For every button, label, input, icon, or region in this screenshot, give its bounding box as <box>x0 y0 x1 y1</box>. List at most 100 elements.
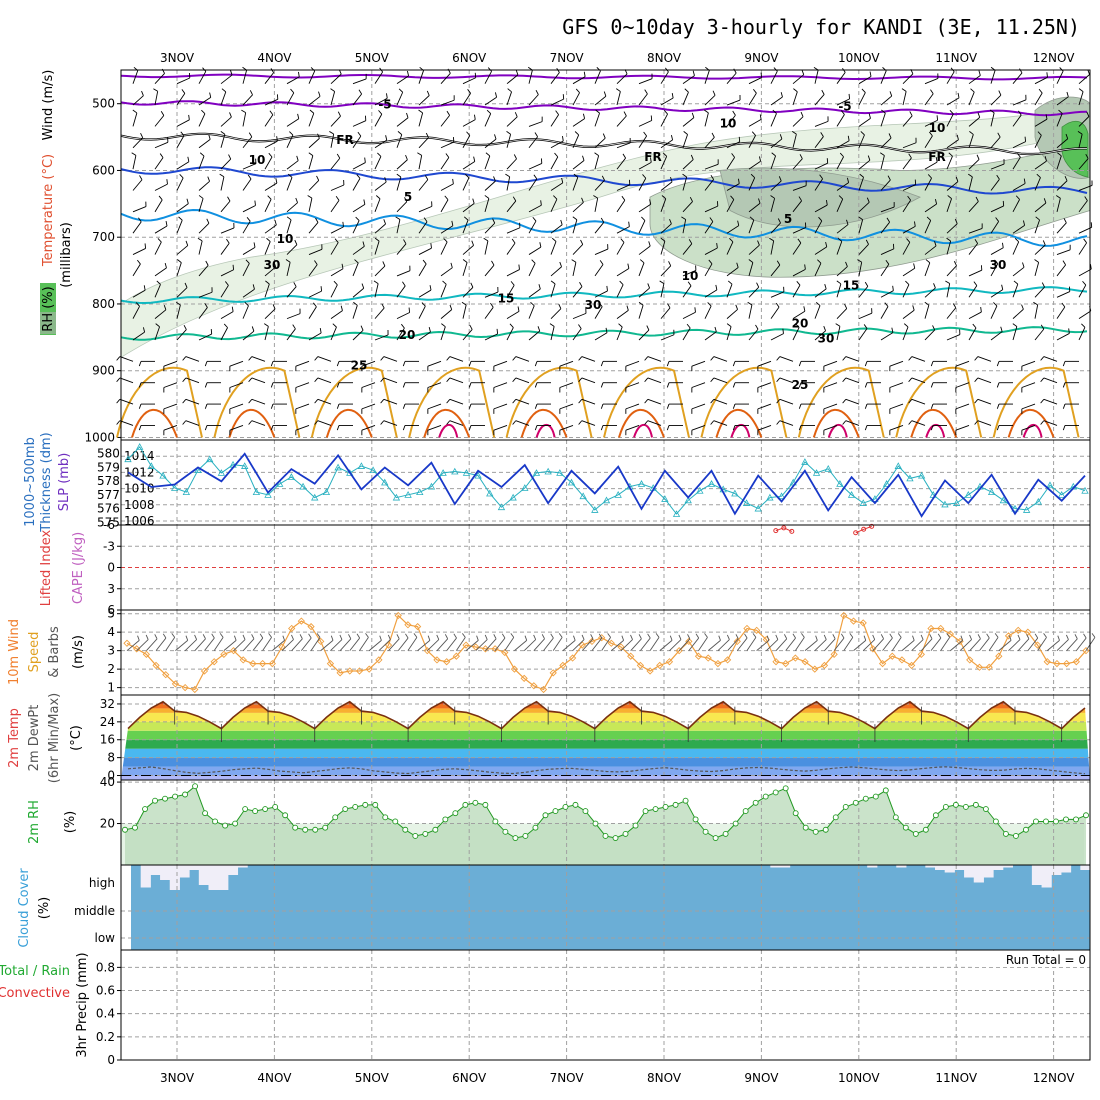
wind-barb-flag <box>908 377 913 383</box>
wind-barb <box>308 96 321 106</box>
wind-barb <box>858 118 871 127</box>
wind-barb <box>998 640 1012 651</box>
wind-speed-point <box>520 674 528 683</box>
wind-barb-flag <box>934 199 938 205</box>
wind-barb <box>378 639 391 651</box>
wind-barb-flag <box>336 361 340 367</box>
wind-barb <box>1078 310 1091 320</box>
wind-barb-flag <box>600 403 604 409</box>
thickness-point <box>591 506 599 513</box>
wind-barb-flag <box>901 88 907 92</box>
wind-barb-flag <box>976 154 980 160</box>
wind-barb <box>154 267 167 277</box>
thickness-point <box>346 469 354 476</box>
wind-barb-flag <box>381 303 385 309</box>
wind-barb-flag <box>1026 634 1030 639</box>
cloud-high-gap <box>160 865 171 880</box>
wind-barb <box>418 179 429 191</box>
wind-barb <box>990 263 999 277</box>
wind-barb-flag <box>509 323 514 328</box>
wind-barb <box>418 305 426 319</box>
wind-barb <box>242 305 249 319</box>
wind-barb-flag <box>494 92 498 98</box>
wind-barb <box>704 221 714 234</box>
wind-barb <box>814 246 827 255</box>
wind-barb <box>572 134 580 148</box>
wind-speed-point <box>888 652 896 660</box>
wind-barb <box>252 637 264 651</box>
wind-barb <box>220 327 228 341</box>
contour-label: -5 <box>378 98 391 112</box>
wind-barb <box>330 284 338 298</box>
wind-barb <box>713 377 728 384</box>
wind-barb <box>775 638 788 651</box>
wind-barb <box>286 202 298 213</box>
wind-barb <box>1078 91 1084 106</box>
wind-barb <box>462 219 469 234</box>
wind-speed-axis-label: 1 <box>107 681 115 695</box>
wind-barb <box>528 163 542 170</box>
wind-speed-point <box>346 667 354 675</box>
rh-point <box>912 830 919 837</box>
wind-barb-flag <box>294 239 298 245</box>
wind-barb <box>528 246 542 255</box>
wind-barb <box>484 264 495 277</box>
wind-barb <box>638 135 648 149</box>
wind-barb-flag <box>1084 196 1088 201</box>
wind-speed-point <box>510 665 519 673</box>
wind-barb <box>1078 116 1090 127</box>
wind-barb-flag <box>930 382 934 388</box>
wind-barb <box>352 220 360 234</box>
precip-axis-label: 0.8 <box>96 960 115 974</box>
wind-barb <box>594 95 607 106</box>
wind-barb <box>946 198 952 212</box>
wind-barb <box>308 155 314 170</box>
wind-barb <box>352 262 359 277</box>
cloud-level-label: low <box>95 931 116 945</box>
lifted-index-axis-label: 0 <box>107 561 115 575</box>
wind-barb-flag <box>572 216 578 221</box>
wind-barb-flag <box>891 327 894 333</box>
wind-barb <box>638 220 646 234</box>
wind-barb-flag <box>861 88 866 93</box>
wind-barb <box>638 93 648 106</box>
wind-barb <box>301 637 312 651</box>
wind-barb <box>308 198 313 212</box>
wind-barb-flag <box>484 195 490 199</box>
wind-barb <box>792 134 797 148</box>
wind-barb-flag <box>380 420 385 425</box>
wind-barb-flag <box>512 196 517 202</box>
wind-barb-flag <box>710 356 715 361</box>
wind-barb-flag <box>560 219 563 225</box>
rh-point <box>652 806 659 812</box>
thickness-point <box>731 489 739 497</box>
wind-barb-flag <box>684 88 689 93</box>
wind-speed-point <box>384 641 393 649</box>
wind-barb <box>493 360 508 367</box>
wind-barb-flag <box>1087 69 1090 75</box>
wind-barb-flag <box>241 109 246 114</box>
wind-barb <box>726 157 736 170</box>
wind-barb-flag <box>1062 382 1066 388</box>
contour-label: 30 <box>264 258 281 272</box>
wind-barb <box>352 78 367 85</box>
wind-barb-flag <box>974 377 979 383</box>
wind-barb <box>660 265 672 277</box>
wind-barb <box>1034 202 1047 213</box>
wind-barb <box>286 328 296 341</box>
wind-barb-flag <box>952 303 957 308</box>
wind-barb <box>176 119 190 127</box>
wind-barb-flag <box>541 634 545 639</box>
wind-speed-point <box>1014 626 1022 634</box>
wind-barb <box>792 74 805 85</box>
wind-barb <box>514 640 528 651</box>
wind-barb <box>682 91 689 106</box>
wind-barb-flag <box>209 92 212 98</box>
wind-barb-flag <box>342 221 344 227</box>
wind-barb <box>924 287 936 298</box>
wind-barb <box>853 640 867 651</box>
wind-barb-flag <box>512 356 517 361</box>
wind-barb <box>132 248 146 255</box>
wind-barb-flag <box>512 420 517 425</box>
